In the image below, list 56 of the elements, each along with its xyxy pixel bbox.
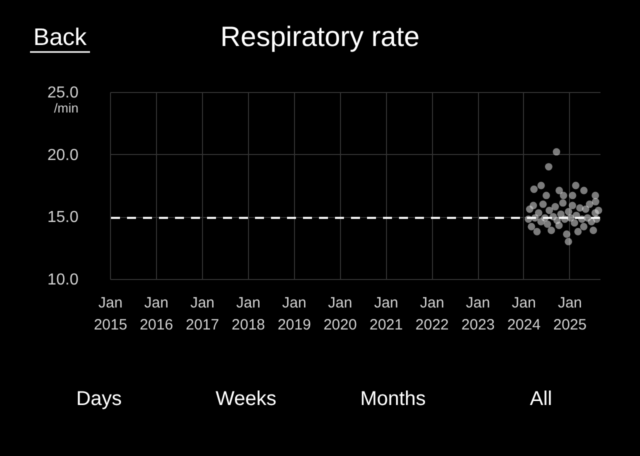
x-tick-label: Jan 2016 [140, 294, 174, 334]
point [594, 206, 602, 214]
point [574, 228, 582, 236]
point [544, 163, 552, 170]
x-tick-label: Jan 2024 [507, 294, 541, 334]
point [559, 199, 567, 207]
point [528, 222, 536, 230]
text: All [530, 388, 552, 410]
point [542, 192, 550, 200]
point [590, 226, 598, 234]
point [552, 148, 560, 156]
y-tick-label: 20.0 [47, 146, 79, 164]
x-tick-label: Jan 2018 [232, 294, 266, 334]
x-tick-label: Jan 2020 [323, 294, 357, 334]
x-tick-label: Jan 2022 [415, 294, 449, 334]
point [582, 205, 590, 213]
point [568, 202, 576, 210]
point [552, 202, 559, 210]
text: Months [360, 388, 426, 410]
point [592, 198, 600, 206]
point [544, 220, 552, 228]
point [568, 192, 576, 200]
point [592, 192, 600, 200]
y-tick-label: 15.0 [47, 209, 79, 226]
text: Days [76, 388, 122, 410]
point [564, 238, 572, 246]
point [562, 230, 570, 238]
y-tick-label: 25.0 [47, 84, 79, 102]
y-tick-label: 10.0 [47, 272, 79, 288]
x-tick-label: Jan 2015 [94, 294, 128, 334]
point [537, 182, 545, 190]
chart-title: Respiratory rate [220, 21, 420, 52]
point [539, 200, 547, 208]
x-tick-label: Jan 2025 [553, 294, 587, 334]
point [534, 209, 542, 217]
text: Back [33, 24, 88, 51]
x-tick-label: Jan 2023 [461, 294, 495, 334]
point [570, 219, 578, 227]
point [580, 222, 588, 230]
y-axis-title: /min [54, 100, 78, 116]
point [560, 192, 568, 200]
point [572, 182, 580, 190]
point [533, 228, 541, 236]
point [586, 200, 594, 208]
point [546, 206, 554, 214]
x-tick-label: Jan 2021 [370, 294, 403, 334]
x-tick-label: Jan 2019 [278, 294, 311, 334]
x-tick-label: Jan 2017 [186, 294, 220, 334]
point [530, 202, 538, 210]
point [555, 222, 563, 230]
point [556, 186, 563, 194]
point [530, 186, 538, 193]
point [564, 208, 572, 216]
point [580, 186, 588, 194]
text: Weeks [216, 388, 276, 410]
point [548, 226, 556, 234]
